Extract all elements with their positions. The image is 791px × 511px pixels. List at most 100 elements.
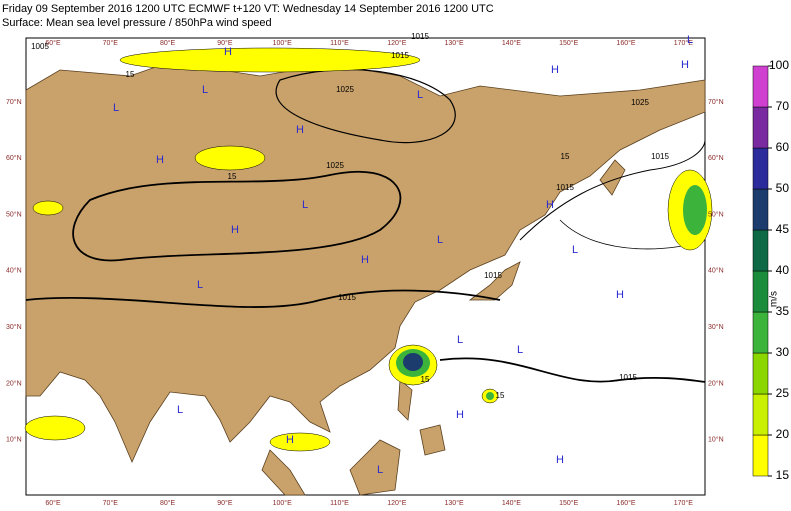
land <box>25 61 706 496</box>
lat-label: 60°N <box>708 154 724 162</box>
lat-label: 30°N <box>6 323 22 331</box>
lon-label: 130°E <box>445 499 464 507</box>
lon-label: 140°E <box>502 499 521 507</box>
lon-label: 100°E <box>273 499 292 507</box>
pressure-center: H <box>616 289 624 301</box>
lon-label: 150°E <box>559 39 578 47</box>
colorbar-label: 45 <box>776 222 790 236</box>
pressure-center: H <box>456 409 464 421</box>
lon-label: 80°E <box>160 499 176 507</box>
lat-label: 20°N <box>708 379 724 387</box>
pressure-center: L <box>417 89 423 101</box>
lon-label: 70°E <box>103 39 119 47</box>
isobar-label: 1015 <box>651 152 669 161</box>
isobar-label: 1015 <box>411 32 429 41</box>
isobar-label: 1015 <box>556 183 574 192</box>
lat-label: 10°N <box>6 436 22 444</box>
lon-label: 90°E <box>217 39 233 47</box>
colorbar-swatch <box>752 147 769 190</box>
pressure-center: H <box>546 199 554 211</box>
colorbar-label: 100 <box>769 58 789 72</box>
isobar-label: 15 <box>561 152 570 161</box>
isobar-label: 1015 <box>484 271 502 280</box>
colorbar-swatch <box>752 311 769 354</box>
lat-label: 10°N <box>708 436 724 444</box>
lon-label: 90°E <box>217 499 233 507</box>
colorbar-label: 60 <box>776 140 790 154</box>
lon-label: 120°E <box>387 499 406 507</box>
pressure-center: L <box>437 234 443 246</box>
colorbar-label: 50 <box>776 181 790 195</box>
lon-label: 110°E <box>330 39 349 47</box>
pressure-center: L <box>113 102 119 114</box>
pressure-center: L <box>377 464 383 476</box>
header-line: Friday 09 September 2016 1200 UTC ECMWF … <box>2 3 494 15</box>
pressure-center: H <box>296 124 304 136</box>
lon-label: 150°E <box>559 499 578 507</box>
pressure-center: L <box>302 199 308 211</box>
isobars <box>25 68 706 383</box>
colorbar-swatch <box>752 270 769 313</box>
isobar-label: 1015 <box>391 51 409 60</box>
lat-label: 30°N <box>708 323 724 331</box>
header-line: Surface: Mean sea level pressure / 850hP… <box>2 17 272 29</box>
lon-label: 160°E <box>616 39 635 47</box>
pressure-center: L <box>517 344 523 356</box>
lon-label: 120°E <box>387 39 406 47</box>
lat-label: 50°N <box>6 210 22 218</box>
pressure-center: H <box>156 154 164 166</box>
lat-label: 70°N <box>708 98 724 106</box>
isobar-label: 1015 <box>619 373 637 382</box>
colorbar-label: 20 <box>776 427 790 441</box>
lat-label: 20°N <box>6 379 22 387</box>
pressure-center: L <box>202 84 208 96</box>
isobar-label: 1025 <box>631 98 649 107</box>
isobar-label: 1025 <box>326 161 344 170</box>
pressure-center: L <box>177 404 183 416</box>
lat-label: 70°N <box>6 98 22 106</box>
lon-label: 170°E <box>674 39 693 47</box>
lon-label: 140°E <box>502 39 521 47</box>
lon-label: 80°E <box>160 39 176 47</box>
lat-label: 60°N <box>6 154 22 162</box>
pressure-center: H <box>681 59 689 71</box>
colorbar-swatch <box>752 65 769 108</box>
pressure-center: H <box>224 46 232 58</box>
lon-label: 160°E <box>616 499 635 507</box>
colorbar-swatch <box>752 434 769 477</box>
lon-label: 60°E <box>45 39 61 47</box>
lon-label: 130°E <box>445 39 464 47</box>
isobar-label: 15 <box>126 70 135 79</box>
wind-shading <box>24 47 713 452</box>
colorbar-label: 40 <box>776 263 790 277</box>
colorbar-swatch <box>752 229 769 272</box>
lat-label: 40°N <box>708 267 724 275</box>
isobar-label: 15 <box>228 172 237 181</box>
pressure-center: L <box>457 334 463 346</box>
colorbar-swatch <box>752 393 769 436</box>
colorbar-unit: m/s <box>769 291 780 307</box>
lon-label: 60°E <box>45 499 61 507</box>
lat-label: 50°N <box>708 210 724 218</box>
isobar-label: 1025 <box>336 85 354 94</box>
pressure-center: L <box>687 34 693 46</box>
pressure-center: L <box>197 279 203 291</box>
isobar-label: 15 <box>421 375 430 384</box>
isobar-label: 1015 <box>338 293 356 302</box>
colorbar-label: 70 <box>776 99 790 113</box>
pressure-center: L <box>572 244 578 256</box>
pressure-center: H <box>361 254 369 266</box>
lat-label: 40°N <box>6 267 22 275</box>
pressure-center: H <box>286 434 294 446</box>
colorbar-label: 30 <box>776 345 790 359</box>
isobar-label: 15 <box>496 391 505 400</box>
pressure-center: H <box>231 224 239 236</box>
pressure-center: H <box>551 64 559 76</box>
colorbar-label: 15 <box>776 468 790 482</box>
lon-label: 170°E <box>674 499 693 507</box>
colorbar-swatch <box>752 188 769 231</box>
lon-label: 70°E <box>103 499 119 507</box>
pressure-center: H <box>556 454 564 466</box>
colorbar-swatch <box>752 352 769 395</box>
